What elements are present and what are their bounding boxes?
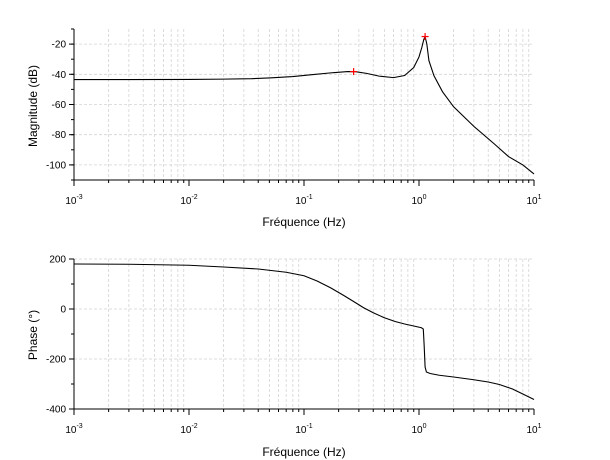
x-tick-label: 10-1 bbox=[295, 194, 312, 207]
magnitude-axes bbox=[69, 28, 535, 186]
y-tick-label: -80 bbox=[52, 130, 67, 141]
x-tick-label: 101 bbox=[526, 194, 541, 207]
y-tick-label: -400 bbox=[46, 405, 66, 416]
phase-y-axis-label: Phase (°) bbox=[26, 310, 40, 360]
magnitude-plot-area bbox=[74, 33, 535, 175]
y-tick-label: -20 bbox=[52, 40, 67, 51]
x-tick-label: 100 bbox=[411, 194, 426, 207]
x-tick-label: 101 bbox=[526, 423, 541, 436]
y-tick-label: 0 bbox=[60, 305, 66, 316]
y-tick-label: -40 bbox=[52, 70, 67, 81]
y-tick-label: -200 bbox=[46, 355, 66, 366]
x-tick-label: 10-3 bbox=[65, 423, 82, 436]
phase-x-axis-label: Fréquence (Hz) bbox=[262, 445, 345, 459]
x-tick-label: 10-1 bbox=[295, 423, 312, 436]
x-tick-label: 10-3 bbox=[65, 194, 82, 207]
x-tick-label: 10-2 bbox=[180, 194, 197, 207]
phase-plot-area bbox=[73, 263, 535, 400]
magnitude-x-axis-label: Fréquence (Hz) bbox=[262, 215, 345, 229]
series-line bbox=[74, 34, 535, 175]
phase-tick-labels: 200 0 -200 -400 10-3 10-2 10-1 100 101 bbox=[46, 255, 542, 437]
peak-marker bbox=[421, 33, 429, 41]
x-tick-label: 10-2 bbox=[180, 423, 197, 436]
phase-panel: 200 0 -200 -400 10-3 10-2 10-1 100 101 Fréquence… bbox=[26, 255, 542, 460]
magnitude-tick-labels: -20 -40 -60 -80 -100 10-3 10-2 10-1 100 101 bbox=[46, 40, 542, 207]
y-tick-label: 200 bbox=[49, 255, 66, 266]
magnitude-grid bbox=[74, 29, 534, 180]
x-tick-label: 100 bbox=[411, 423, 426, 436]
magnitude-y-axis-label: Magnitude (dB) bbox=[26, 65, 40, 147]
magnitude-panel: -20 -40 -60 -80 -100 10-3 10-2 10-1 100 101 Fréqu… bbox=[26, 28, 542, 229]
peak-marker bbox=[350, 68, 358, 76]
phase-grid bbox=[74, 258, 534, 410]
phase-axes bbox=[69, 258, 535, 415]
y-tick-label: -60 bbox=[52, 100, 67, 111]
series-line bbox=[73, 263, 535, 400]
y-tick-label: -100 bbox=[46, 160, 66, 171]
